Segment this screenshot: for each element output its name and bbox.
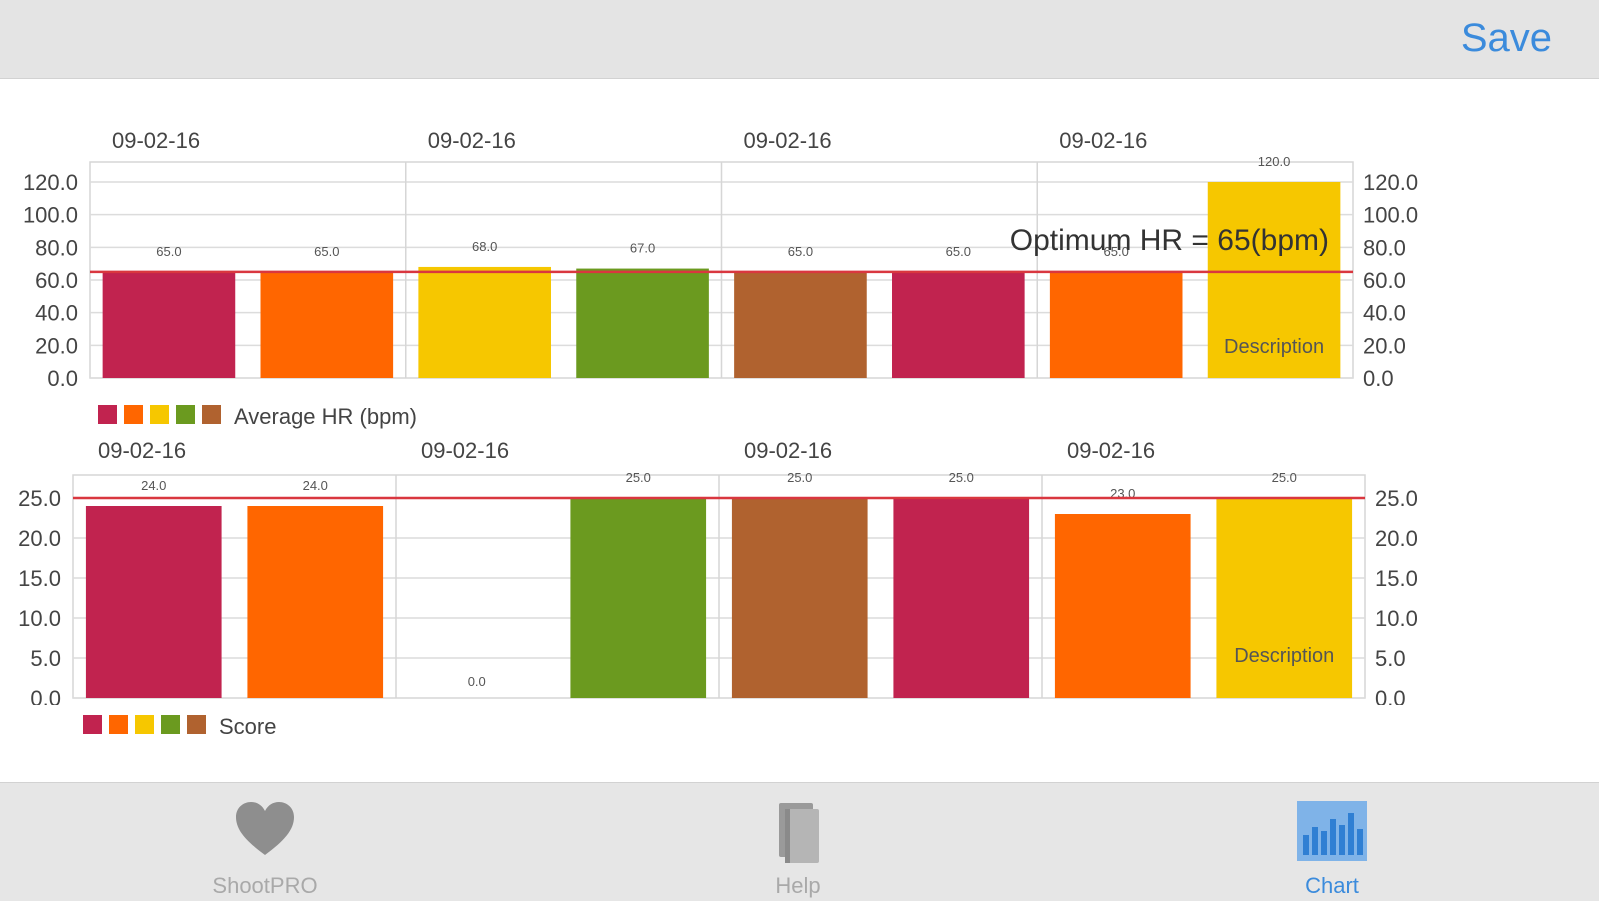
y-tick-label-left: 10.0 [18,606,61,631]
bar [102,271,236,378]
bar [247,506,384,698]
description-label: Description [1234,645,1334,667]
y-tick-label-right: 25.0 [1375,486,1418,511]
y-tick-label-left: 100.0 [23,203,78,228]
y-tick-label-left: 60.0 [35,268,78,293]
y-tick-label-right: 0.0 [1363,366,1394,391]
legend-label: Score [219,714,277,739]
bar-value-label: 24.0 [141,478,166,493]
bar [570,498,707,698]
legend-label: Average HR (bpm) [234,404,417,429]
bar [893,498,1030,698]
save-button[interactable]: Save [1460,16,1552,60]
y-tick-label-left: 0.0 [30,686,61,705]
book-icon [773,801,823,870]
y-tick-label-left: 80.0 [35,235,78,260]
tab-label: Help [775,873,821,898]
legend-swatch [124,405,143,424]
legend-swatch [187,715,206,734]
bar [1054,514,1191,698]
y-tick-label-right: 20.0 [1363,333,1406,358]
average-hr-legend: Average HR (bpm) [98,404,417,430]
bar-value-label: 120.0 [1258,154,1291,169]
navigation-bar: Save [0,0,1599,79]
bar-value-label: 68.0 [472,239,497,254]
bar [260,271,394,378]
legend-swatch [109,715,128,734]
optimum-hr-annotation: Optimum HR = 65(bpm) [1010,224,1329,257]
legend-swatch [202,405,221,424]
tab-chart[interactable]: Chart [1232,783,1432,901]
y-tick-label-right: 40.0 [1363,301,1406,326]
group-date-label: 09-02-16 [744,128,832,153]
bar-value-label: 65.0 [156,244,181,259]
y-tick-label-right: 10.0 [1375,606,1418,631]
average-hr-chart: 0.0 0.0 20.0 20.0 40.0 40.0 60.0 60.0 80.0 80.0 10… [23,128,1418,391]
legend-swatch [83,715,102,734]
bar [1216,498,1353,698]
y-tick-label-left: 20.0 [18,526,61,551]
bar-value-label: 0.0 [468,674,486,689]
bar [734,271,867,378]
y-tick-label-left: 20.0 [35,333,78,358]
bar-value-label: 65.0 [946,244,971,259]
bar [731,498,868,698]
bar-value-label: 67.0 [630,241,655,256]
description-label: Description [1224,336,1324,358]
legend-swatch [98,405,117,424]
y-tick-label-right: 120.0 [1363,170,1418,195]
bar [892,271,1025,378]
y-tick-label-left: 0.0 [47,366,78,391]
y-tick-label-left: 25.0 [18,486,61,511]
legend-swatch [161,715,180,734]
bar-chart-icon [1297,801,1367,866]
group-date-label: 09-02-16 [1067,438,1155,463]
bar-value-label: 65.0 [1104,244,1129,259]
bar-value-label: 65.0 [314,244,339,259]
group-date-label: 09-02-16 [1059,128,1147,153]
y-tick-label-left: 5.0 [30,646,61,671]
tab-shootpro[interactable]: ShootPRO [165,783,365,901]
y-tick-label-right: 60.0 [1363,268,1406,293]
bar [418,266,551,378]
tab-help[interactable]: Help [698,783,898,901]
tab-label: Chart [1305,873,1359,898]
heart-icon [234,801,296,862]
legend-swatch [176,405,195,424]
bar [576,268,709,378]
bar [1049,271,1183,378]
legend-swatches [83,714,213,740]
bar-value-label: 25.0 [626,470,651,485]
group-date-label: 09-02-16 [744,438,832,463]
group-date-label: 09-02-16 [421,438,509,463]
bar-value-label: 65.0 [788,244,813,259]
score-legend: Score [83,714,276,740]
y-tick-label-right: 0.0 [1375,686,1406,705]
y-tick-label-left: 120.0 [23,170,78,195]
score-chart: 0.0 0.0 5.0 5.0 10.0 10.0 15.0 15.0 20.0 20.0 25.0… [18,438,1418,705]
tab-bar: ShootPRO Help Chart [0,782,1599,901]
legend-swatches [98,404,228,430]
group-date-label: 09-02-16 [112,128,200,153]
bar-value-label: 25.0 [1272,470,1297,485]
bar-value-label: 25.0 [949,470,974,485]
y-tick-label-right: 100.0 [1363,203,1418,228]
bar [1207,182,1341,378]
legend-swatch [135,715,154,734]
y-tick-label-left: 15.0 [18,566,61,591]
tab-label: ShootPRO [212,873,318,898]
legend-swatch [150,405,169,424]
bar-value-label: 24.0 [303,478,328,493]
y-tick-label-right: 80.0 [1363,235,1406,260]
y-tick-label-right: 5.0 [1375,646,1406,671]
y-tick-label-left: 40.0 [35,301,78,326]
y-tick-label-right: 20.0 [1375,526,1418,551]
bar-value-label: 25.0 [787,470,812,485]
group-date-label: 09-02-16 [98,438,186,463]
bar [85,506,222,698]
group-date-label: 09-02-16 [428,128,516,153]
y-tick-label-right: 15.0 [1375,566,1418,591]
